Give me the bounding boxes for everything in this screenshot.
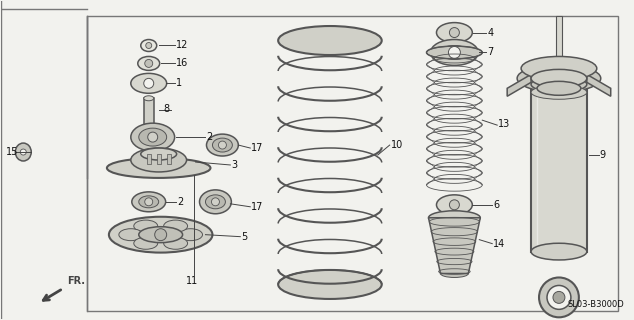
Bar bbox=[157, 154, 160, 164]
Ellipse shape bbox=[278, 26, 382, 55]
Ellipse shape bbox=[15, 143, 31, 161]
Ellipse shape bbox=[205, 195, 226, 209]
Circle shape bbox=[144, 78, 153, 88]
Ellipse shape bbox=[200, 190, 231, 214]
Circle shape bbox=[20, 149, 26, 155]
Ellipse shape bbox=[436, 23, 472, 43]
Ellipse shape bbox=[139, 227, 183, 243]
Text: 5: 5 bbox=[242, 232, 248, 242]
Text: 17: 17 bbox=[251, 202, 264, 212]
Text: 2: 2 bbox=[207, 132, 213, 142]
Circle shape bbox=[148, 132, 158, 142]
Text: 1: 1 bbox=[176, 78, 182, 88]
Ellipse shape bbox=[441, 269, 469, 277]
Ellipse shape bbox=[430, 40, 478, 65]
Ellipse shape bbox=[531, 76, 587, 92]
Bar bbox=[531, 68, 587, 252]
Ellipse shape bbox=[144, 124, 153, 129]
Ellipse shape bbox=[164, 237, 188, 249]
Text: 3: 3 bbox=[231, 160, 238, 170]
Bar bbox=[146, 154, 151, 164]
Ellipse shape bbox=[141, 40, 157, 52]
Circle shape bbox=[547, 285, 571, 309]
Ellipse shape bbox=[517, 64, 601, 92]
Circle shape bbox=[553, 292, 565, 303]
Ellipse shape bbox=[134, 220, 158, 232]
Circle shape bbox=[212, 198, 219, 206]
Ellipse shape bbox=[134, 237, 158, 249]
Polygon shape bbox=[429, 218, 481, 274]
Ellipse shape bbox=[141, 148, 177, 160]
Ellipse shape bbox=[531, 85, 587, 99]
Polygon shape bbox=[507, 74, 531, 96]
Text: 10: 10 bbox=[391, 140, 403, 150]
Text: 2: 2 bbox=[178, 197, 184, 207]
Ellipse shape bbox=[278, 270, 382, 299]
Ellipse shape bbox=[537, 81, 581, 95]
Ellipse shape bbox=[131, 73, 167, 93]
Ellipse shape bbox=[164, 220, 188, 232]
Ellipse shape bbox=[131, 123, 174, 151]
Ellipse shape bbox=[139, 196, 158, 208]
Ellipse shape bbox=[119, 229, 143, 241]
Text: 14: 14 bbox=[493, 239, 505, 249]
Ellipse shape bbox=[531, 69, 587, 87]
Text: SL03-B3000D: SL03-B3000D bbox=[568, 300, 624, 309]
Ellipse shape bbox=[138, 56, 160, 70]
Ellipse shape bbox=[139, 128, 167, 146]
Text: 17: 17 bbox=[251, 143, 264, 153]
Ellipse shape bbox=[212, 138, 233, 152]
Ellipse shape bbox=[429, 211, 481, 225]
Circle shape bbox=[146, 43, 152, 49]
Ellipse shape bbox=[436, 195, 472, 215]
Ellipse shape bbox=[207, 134, 238, 156]
Circle shape bbox=[448, 46, 460, 59]
Text: 9: 9 bbox=[600, 150, 606, 160]
Text: FR.: FR. bbox=[67, 276, 85, 286]
Ellipse shape bbox=[132, 192, 165, 212]
Circle shape bbox=[450, 200, 460, 210]
Text: 12: 12 bbox=[176, 41, 188, 51]
Ellipse shape bbox=[107, 158, 210, 178]
Bar bbox=[167, 154, 171, 164]
Circle shape bbox=[155, 229, 167, 241]
Text: 7: 7 bbox=[488, 47, 493, 58]
Bar bbox=[144, 98, 153, 126]
Text: 13: 13 bbox=[498, 119, 510, 129]
Text: 15: 15 bbox=[6, 147, 19, 157]
Text: 16: 16 bbox=[176, 59, 188, 68]
Ellipse shape bbox=[521, 56, 597, 80]
Ellipse shape bbox=[531, 62, 587, 79]
Ellipse shape bbox=[144, 96, 153, 101]
Ellipse shape bbox=[109, 217, 212, 252]
Circle shape bbox=[145, 60, 153, 68]
Text: 4: 4 bbox=[488, 28, 493, 37]
Ellipse shape bbox=[131, 148, 186, 172]
Ellipse shape bbox=[441, 45, 469, 60]
Bar bbox=[556, 16, 562, 70]
Text: 11: 11 bbox=[186, 276, 198, 286]
Circle shape bbox=[219, 141, 226, 149]
Circle shape bbox=[450, 28, 460, 37]
Ellipse shape bbox=[179, 229, 202, 241]
Ellipse shape bbox=[427, 46, 482, 59]
Ellipse shape bbox=[531, 243, 587, 260]
Polygon shape bbox=[587, 74, 611, 96]
Text: 6: 6 bbox=[493, 200, 500, 210]
Text: 8: 8 bbox=[164, 104, 170, 114]
Circle shape bbox=[539, 277, 579, 317]
Circle shape bbox=[145, 198, 153, 206]
